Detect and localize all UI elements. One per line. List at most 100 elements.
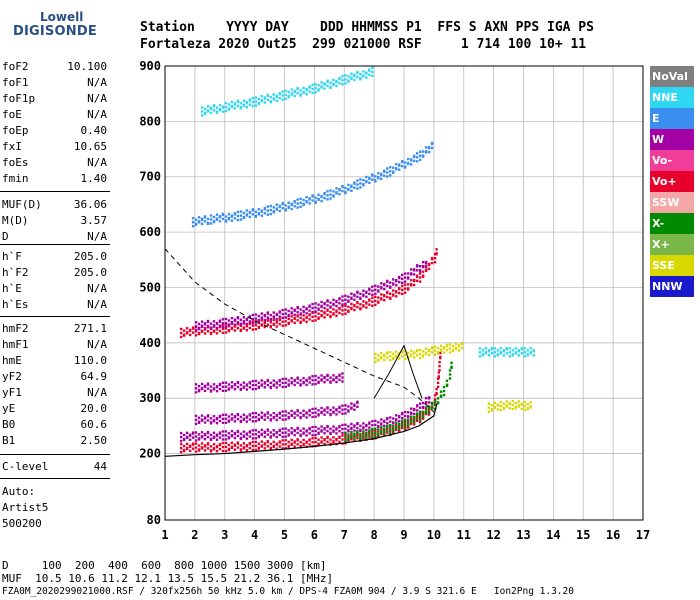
echo-point (242, 211, 246, 215)
param-label: foEs (2, 156, 29, 169)
echo-point (302, 305, 305, 309)
x-tick-label: 15 (576, 528, 590, 542)
echo-point (427, 406, 431, 409)
echo-point (362, 74, 365, 77)
echo-point (203, 220, 207, 223)
echo-point (481, 353, 485, 356)
echo-point (194, 446, 198, 449)
echo-point (326, 378, 329, 382)
echo-point (323, 301, 326, 305)
echo-point (206, 319, 210, 323)
echo-point (430, 401, 434, 405)
echo-point (251, 320, 255, 323)
echo-point (499, 404, 502, 408)
echo-point (179, 431, 183, 435)
echo-point (323, 380, 326, 384)
echo-point (293, 313, 296, 316)
echo-point (236, 441, 240, 444)
echo-point (317, 316, 320, 319)
echo-point (341, 423, 344, 427)
echo-point (299, 379, 302, 382)
echo-point (517, 349, 520, 352)
param-value: 44 (93, 460, 107, 473)
echo-point (433, 394, 437, 397)
echo-point (227, 212, 231, 216)
echo-point (454, 346, 458, 349)
echo-point (188, 444, 192, 447)
param-row: foF1p N/A (2, 92, 107, 108)
separator-line (0, 478, 110, 479)
echo-point (299, 411, 302, 415)
echo-point (499, 351, 502, 354)
echo-point (401, 355, 404, 358)
echo-point (260, 383, 263, 386)
echo-point (266, 411, 269, 414)
echo-point (215, 449, 219, 453)
echo-point (215, 438, 219, 441)
echo-point (194, 222, 198, 225)
echo-point (287, 379, 290, 382)
echo-point (329, 438, 332, 441)
echo-point (439, 344, 443, 347)
echo-point (341, 438, 344, 441)
echo-point (427, 411, 431, 414)
echo-trace (194, 372, 344, 394)
echo-point (406, 421, 410, 424)
echo-point (430, 146, 434, 150)
echo-point (308, 438, 311, 441)
echo-point (353, 429, 356, 432)
echo-point (415, 417, 419, 420)
echo-point (421, 410, 425, 413)
echo-point (401, 416, 404, 420)
echo-point (311, 383, 314, 386)
echo-point (281, 98, 284, 101)
echo-point (248, 446, 252, 450)
echo-point (191, 326, 195, 329)
y-tick-label: 200 (139, 447, 161, 461)
echo-point (296, 314, 299, 317)
echo-point (371, 420, 374, 423)
echo-point (242, 99, 246, 102)
echo-point (523, 355, 526, 358)
echo-point (439, 394, 443, 397)
echo-point (218, 103, 222, 107)
param-value: 60.6 (80, 418, 108, 431)
echo-point (296, 431, 299, 435)
echo-point (511, 349, 514, 352)
echo-point (532, 349, 535, 352)
echo-point (377, 424, 380, 428)
echo-point (359, 434, 362, 437)
echo-point (314, 306, 317, 309)
echo-point (311, 319, 314, 323)
echo-point (215, 444, 219, 448)
echo-point (287, 95, 290, 98)
echo-point (281, 324, 284, 327)
echo-point (383, 287, 386, 291)
echo-point (233, 448, 237, 451)
echo-point (248, 315, 252, 318)
echo-point (254, 214, 258, 218)
echo-point (182, 329, 186, 332)
echo-point (314, 196, 317, 199)
echo-point (356, 183, 359, 186)
echo-point (350, 430, 353, 434)
param-value: 110.0 (73, 354, 107, 367)
echo-point (406, 411, 410, 414)
echo-point (314, 429, 317, 433)
echo-point (380, 418, 383, 421)
echo-point (395, 354, 398, 357)
echo-point (386, 422, 389, 425)
echo-point (359, 424, 362, 428)
echo-point (356, 405, 359, 409)
echo-point (418, 154, 422, 157)
echo-point (263, 96, 266, 99)
echo-point (191, 442, 195, 445)
echo-point (421, 354, 425, 357)
echo-point (191, 217, 195, 220)
echo-point (197, 326, 201, 330)
echo-point (284, 385, 287, 388)
echo-point (227, 447, 231, 451)
echo-point (490, 408, 494, 411)
echo-point (335, 380, 338, 384)
echo-point (254, 419, 258, 423)
